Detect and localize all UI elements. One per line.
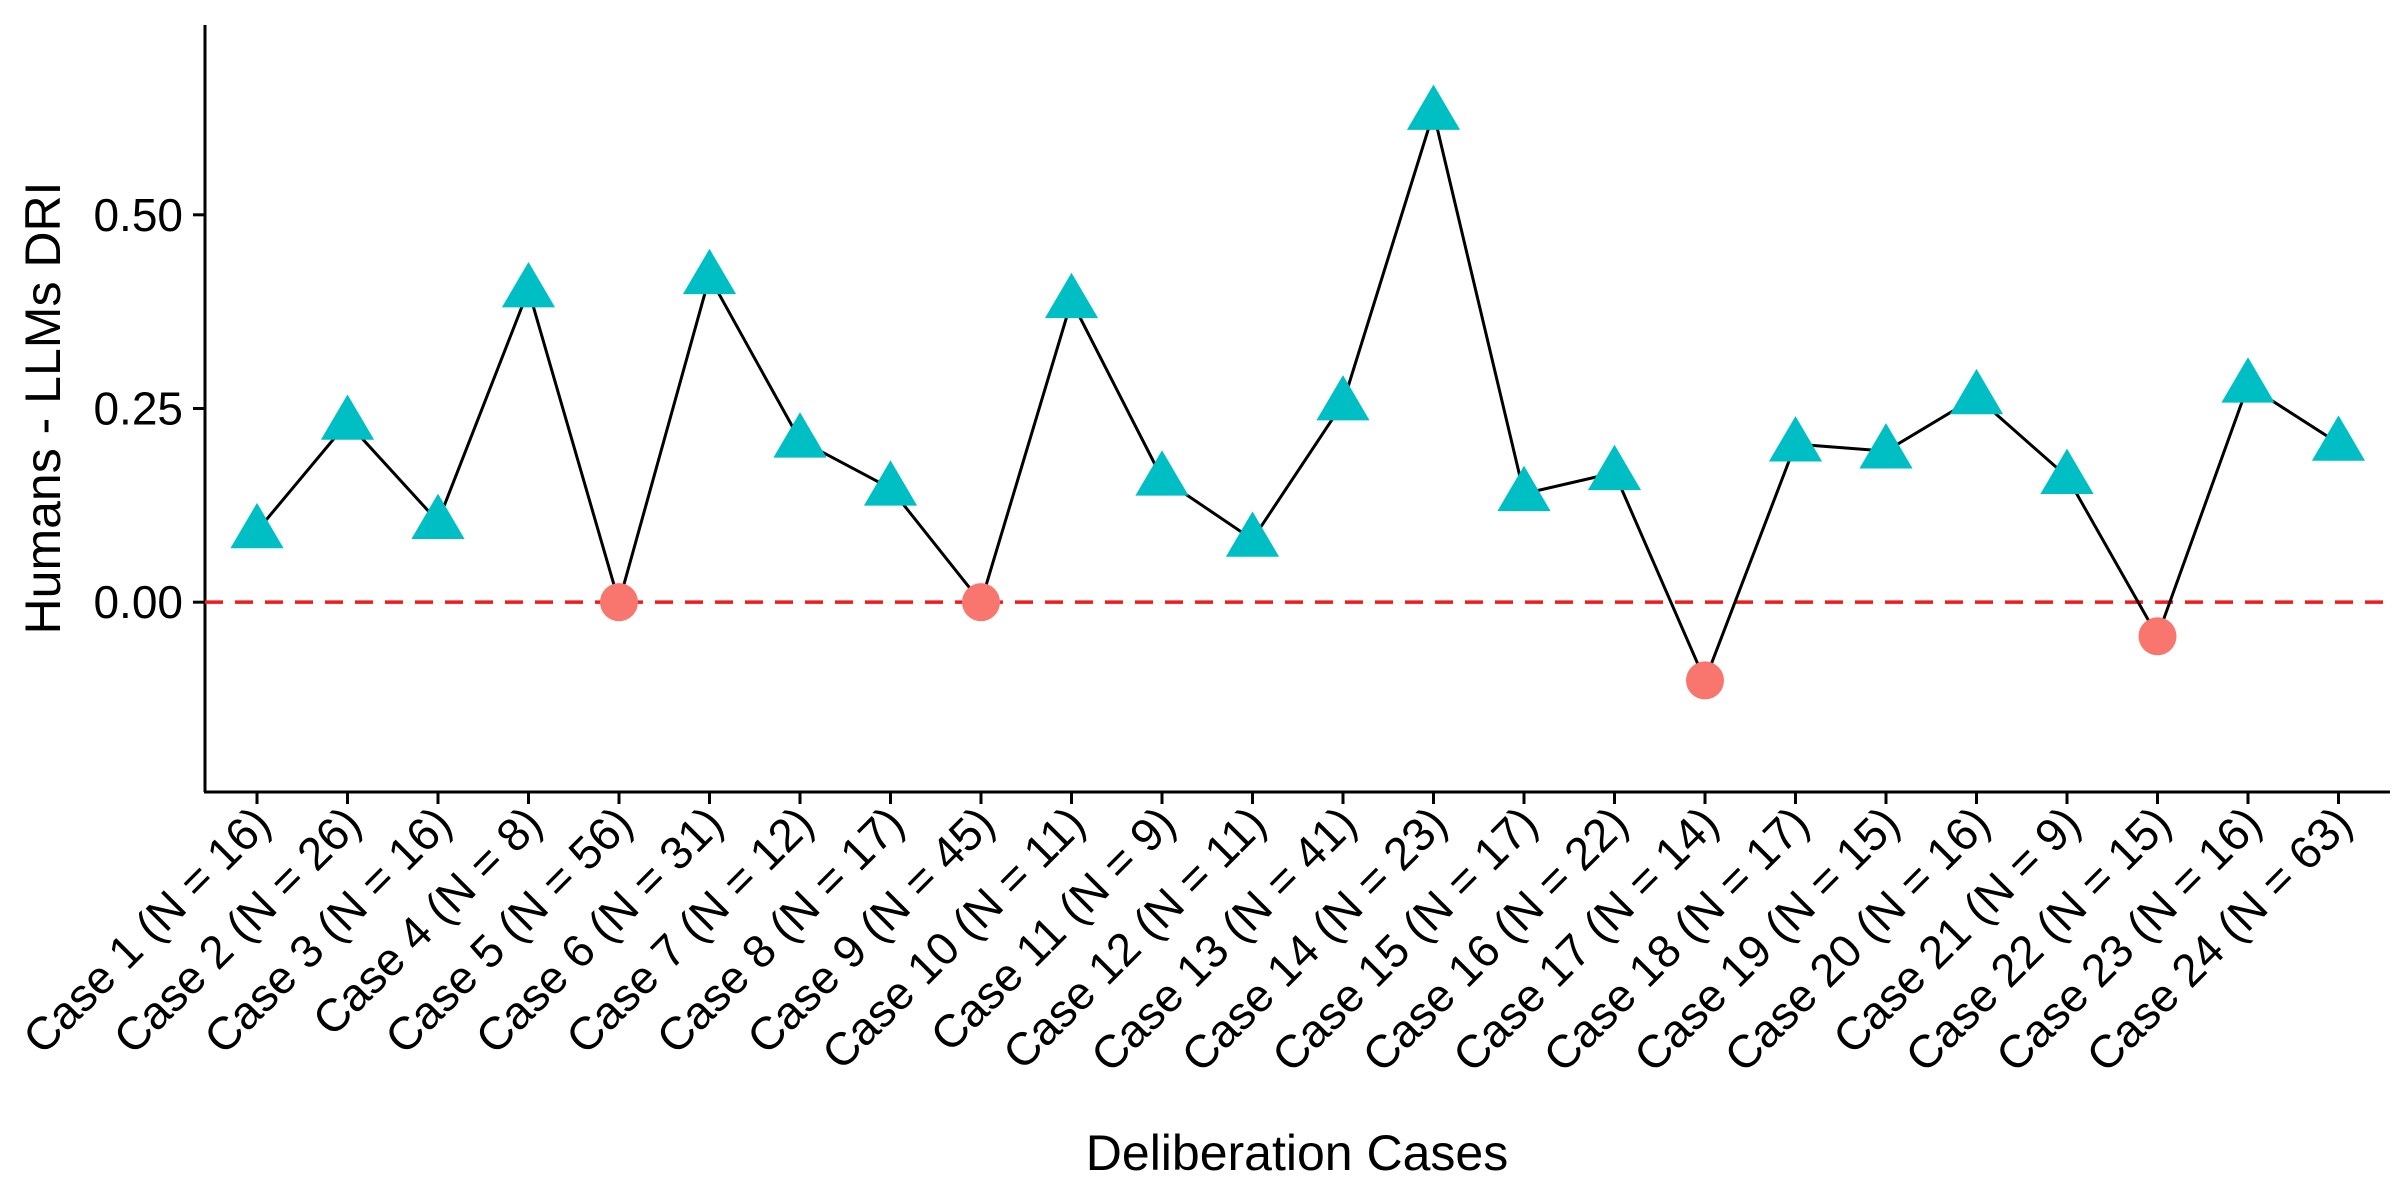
data-point-triangle [773,412,827,458]
y-axis-title: Humans - LLMs DRI [15,182,71,635]
data-point-triangle [1135,450,1189,496]
data-point-triangle [2311,415,2366,461]
data-point-triangle [1768,416,1823,462]
data-point-triangle [2221,357,2275,403]
data-point-triangle [1044,272,1099,319]
x-axis-title: Deliberation Cases [1086,1125,1508,1181]
data-point-triangle [2040,448,2094,495]
data-point-triangle [320,394,375,440]
data-markers [230,84,2366,700]
y-axis: 0.00 0.25 0.50 [93,25,207,792]
data-point-triangle [411,493,465,539]
data-point-circle [1686,661,1724,700]
series-line [255,106,2340,685]
data-point-triangle [1497,465,1551,512]
data-point-circle [2138,617,2177,656]
data-point-triangle [863,460,918,506]
data-point-circle [600,583,638,622]
data-point-triangle [682,248,737,295]
data-point-triangle [1316,375,1370,421]
data-point-triangle [1949,368,2004,415]
y-tick-label: 0.50 [93,189,183,241]
x-ticks: Case 1 (N = 16)Case 2 (N = 26)Case 3 (N … [13,792,2362,1082]
data-point-triangle [1225,511,1280,557]
data-point-circle [962,583,1000,622]
data-point-triangle [1859,423,1913,469]
x-axis: Case 1 (N = 16)Case 2 (N = 26)Case 3 (N … [13,790,2390,1082]
y-ticks: 0.00 0.25 0.50 [93,189,205,628]
data-point-triangle [501,261,556,308]
y-tick-label: 0.25 [93,383,183,435]
y-tick-label: 0.00 [93,576,183,628]
data-point-triangle [230,502,284,549]
data-point-triangle [1587,444,1642,491]
data-point-triangle [1406,84,1461,130]
